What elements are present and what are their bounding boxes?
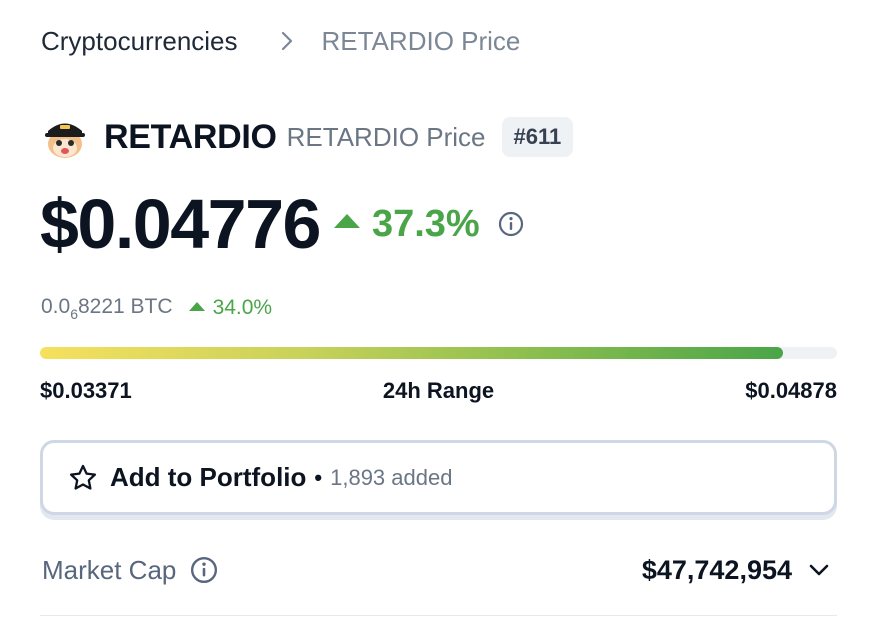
market-cap-row: Market Cap $47,742,954: [42, 550, 832, 590]
range-label: 24h Range: [382, 378, 495, 403]
btc-change-value: 34.0%: [212, 296, 273, 319]
info-icon[interactable]: [190, 556, 218, 584]
market-cap-value: $47,742,954: [641, 554, 792, 585]
range-high: $0.04878: [745, 378, 837, 403]
price-change-value: 37.3%: [371, 202, 480, 245]
chevron-right-icon: [280, 30, 294, 52]
portfolio-separator: •: [314, 464, 323, 490]
range-labels: $0.03371 24h Range $0.04878: [40, 376, 837, 406]
price-change: 37.3%: [333, 202, 480, 246]
info-icon[interactable]: [498, 211, 524, 237]
range-bar: [40, 347, 837, 359]
breadcrumb: Cryptocurrencies RETARDIO Price: [41, 24, 520, 58]
coin-subtitle: RETARDIO Price: [286, 121, 486, 152]
range-bar-fill: [40, 347, 783, 359]
caret-up-icon: [188, 302, 205, 311]
breadcrumb-current: RETARDIO Price: [321, 25, 521, 56]
retardio-logo-icon: [42, 114, 88, 160]
add-to-portfolio-button[interactable]: Add to Portfolio • 1,893 added: [40, 440, 837, 515]
coin-header: RETARDIO RETARDIO Price #611: [42, 113, 574, 161]
market-cap-toggle[interactable]: $47,742,954: [642, 555, 832, 586]
btc-price: 0.068221 BTC: [41, 294, 173, 322]
market-cap-label: Market Cap: [42, 554, 177, 585]
chevron-down-icon: [806, 557, 832, 583]
breadcrumb-cryptocurrencies-link[interactable]: Cryptocurrencies: [41, 25, 238, 56]
btc-price-row: 0.068221 BTC 34.0%: [41, 294, 272, 322]
btc-price-change: 34.0%: [188, 296, 273, 320]
market-cap-label-group: Market Cap: [42, 555, 218, 586]
current-price: $0.04776: [40, 185, 321, 263]
range-low: $0.03371: [40, 378, 132, 403]
rank-badge: #611: [501, 117, 574, 157]
caret-up-icon: [333, 214, 360, 228]
price-row: $0.04776 37.3%: [40, 184, 524, 264]
star-icon: [68, 463, 98, 493]
coin-name: RETARDIO: [104, 117, 277, 156]
portfolio-count: 1,893 added: [330, 464, 453, 490]
portfolio-label: Add to Portfolio: [110, 462, 307, 492]
divider: [40, 615, 837, 616]
